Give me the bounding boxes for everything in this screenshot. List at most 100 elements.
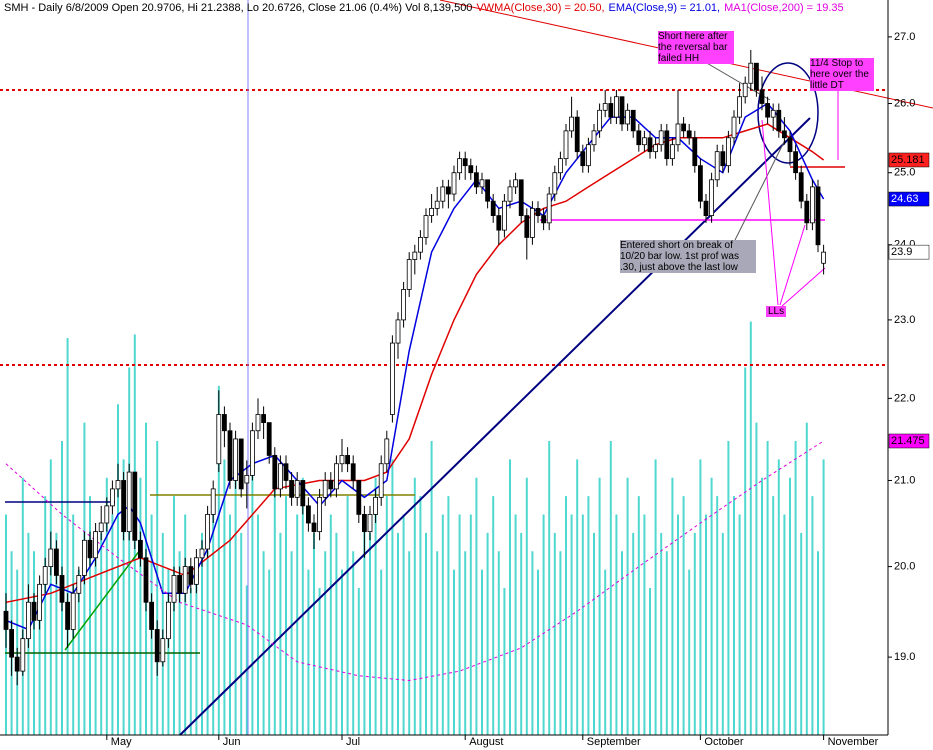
candle-body	[311, 522, 317, 533]
candle-body	[373, 496, 379, 515]
candle-body	[87, 539, 93, 559]
volume-bar	[206, 551, 209, 735]
candle-body	[496, 215, 502, 231]
candle-body	[782, 130, 787, 139]
volume-bar	[380, 569, 383, 735]
volume-bar	[352, 551, 355, 735]
candle-body	[597, 109, 602, 132]
volume-bar	[475, 477, 478, 735]
volume-bar	[609, 441, 612, 735]
candle-body	[434, 200, 440, 209]
volume-bar	[184, 514, 187, 735]
volume-bar	[391, 459, 394, 735]
volume-bar	[777, 459, 780, 735]
volume-bar	[245, 585, 248, 735]
volume-bar	[290, 551, 293, 735]
candle-body	[810, 186, 815, 224]
candle-body	[535, 207, 541, 216]
candle-body	[731, 116, 737, 139]
volume-bar	[542, 514, 545, 735]
candle-body	[429, 207, 435, 216]
trend-line	[179, 117, 811, 736]
volume-bar	[453, 569, 455, 735]
volume-bar	[419, 496, 422, 735]
candle-body	[479, 179, 485, 188]
candle-body	[283, 463, 289, 481]
volume-bar	[822, 459, 825, 735]
price-tag-label: 21.475	[891, 435, 925, 447]
candle-body	[580, 151, 586, 167]
candle-body	[31, 601, 37, 621]
volume-bar	[531, 551, 534, 735]
volume-bar	[514, 514, 517, 735]
price-tag	[888, 152, 930, 168]
volume-bar	[783, 514, 786, 735]
y-tick-label: 26.0	[894, 97, 915, 109]
candle-body	[328, 480, 334, 490]
volume-bar	[44, 496, 47, 735]
plot-area	[0, 0, 888, 735]
candle-body	[468, 165, 474, 174]
volume-bar	[469, 514, 472, 735]
candle-body	[154, 629, 160, 663]
x-tick-label: August	[469, 736, 503, 748]
price-tag-label: 25.181	[891, 154, 925, 166]
candle-body	[255, 414, 261, 432]
volume-bar	[425, 532, 427, 735]
price-tag	[888, 191, 930, 207]
volume-bar	[285, 496, 287, 735]
volume-bar	[117, 404, 119, 735]
candle-body	[709, 179, 714, 216]
candle-body	[76, 575, 82, 594]
candle-body	[714, 151, 720, 181]
candle-body	[395, 319, 401, 344]
candle-body	[121, 480, 126, 533]
candle-body	[177, 575, 183, 594]
candle-body	[770, 109, 776, 118]
volume-bar	[273, 459, 276, 735]
volume-bar	[301, 477, 304, 735]
volume-bar	[346, 496, 349, 735]
highlight-ellipse	[757, 62, 819, 164]
volume-bar	[654, 459, 657, 735]
price-tag	[888, 244, 930, 260]
candle-body	[658, 130, 664, 146]
volume-bar	[486, 532, 489, 735]
candle-body	[401, 289, 407, 321]
candle-body	[490, 200, 496, 216]
candle-body	[221, 414, 227, 432]
candle-body	[440, 186, 446, 202]
candle-body	[9, 629, 15, 658]
volume-bar	[733, 496, 735, 735]
candle-body	[266, 422, 272, 456]
candle-body	[412, 251, 418, 260]
volume-bar	[189, 588, 192, 735]
volume-bar	[553, 532, 556, 735]
candle-body	[417, 237, 423, 253]
candle-body	[642, 137, 647, 146]
volume-bar	[626, 477, 629, 735]
candle-body	[3, 610, 9, 630]
volume-bar	[621, 551, 623, 735]
volume-bar	[749, 321, 752, 735]
volume-bar	[66, 338, 69, 735]
header-part: MA1(Close,200) = 19.35	[724, 2, 844, 14]
candle-body	[664, 130, 670, 160]
candle-body	[563, 130, 569, 160]
candle-body	[625, 109, 630, 125]
candle-body	[210, 488, 216, 515]
volume-bar	[229, 514, 231, 735]
volume-bar	[705, 514, 707, 735]
volume-bar	[369, 532, 371, 735]
volume-bar	[212, 496, 215, 735]
volume-bar	[548, 441, 551, 735]
volume-bar	[105, 477, 108, 735]
candle-body	[423, 215, 429, 238]
y-tick-label: 19.0	[894, 651, 915, 663]
volume-bar	[363, 514, 366, 735]
volume-bar	[21, 477, 24, 735]
indicator-line	[5, 440, 824, 682]
x-tick-label: November	[828, 736, 879, 748]
volume-bar	[581, 514, 584, 735]
candle-body	[703, 200, 709, 216]
